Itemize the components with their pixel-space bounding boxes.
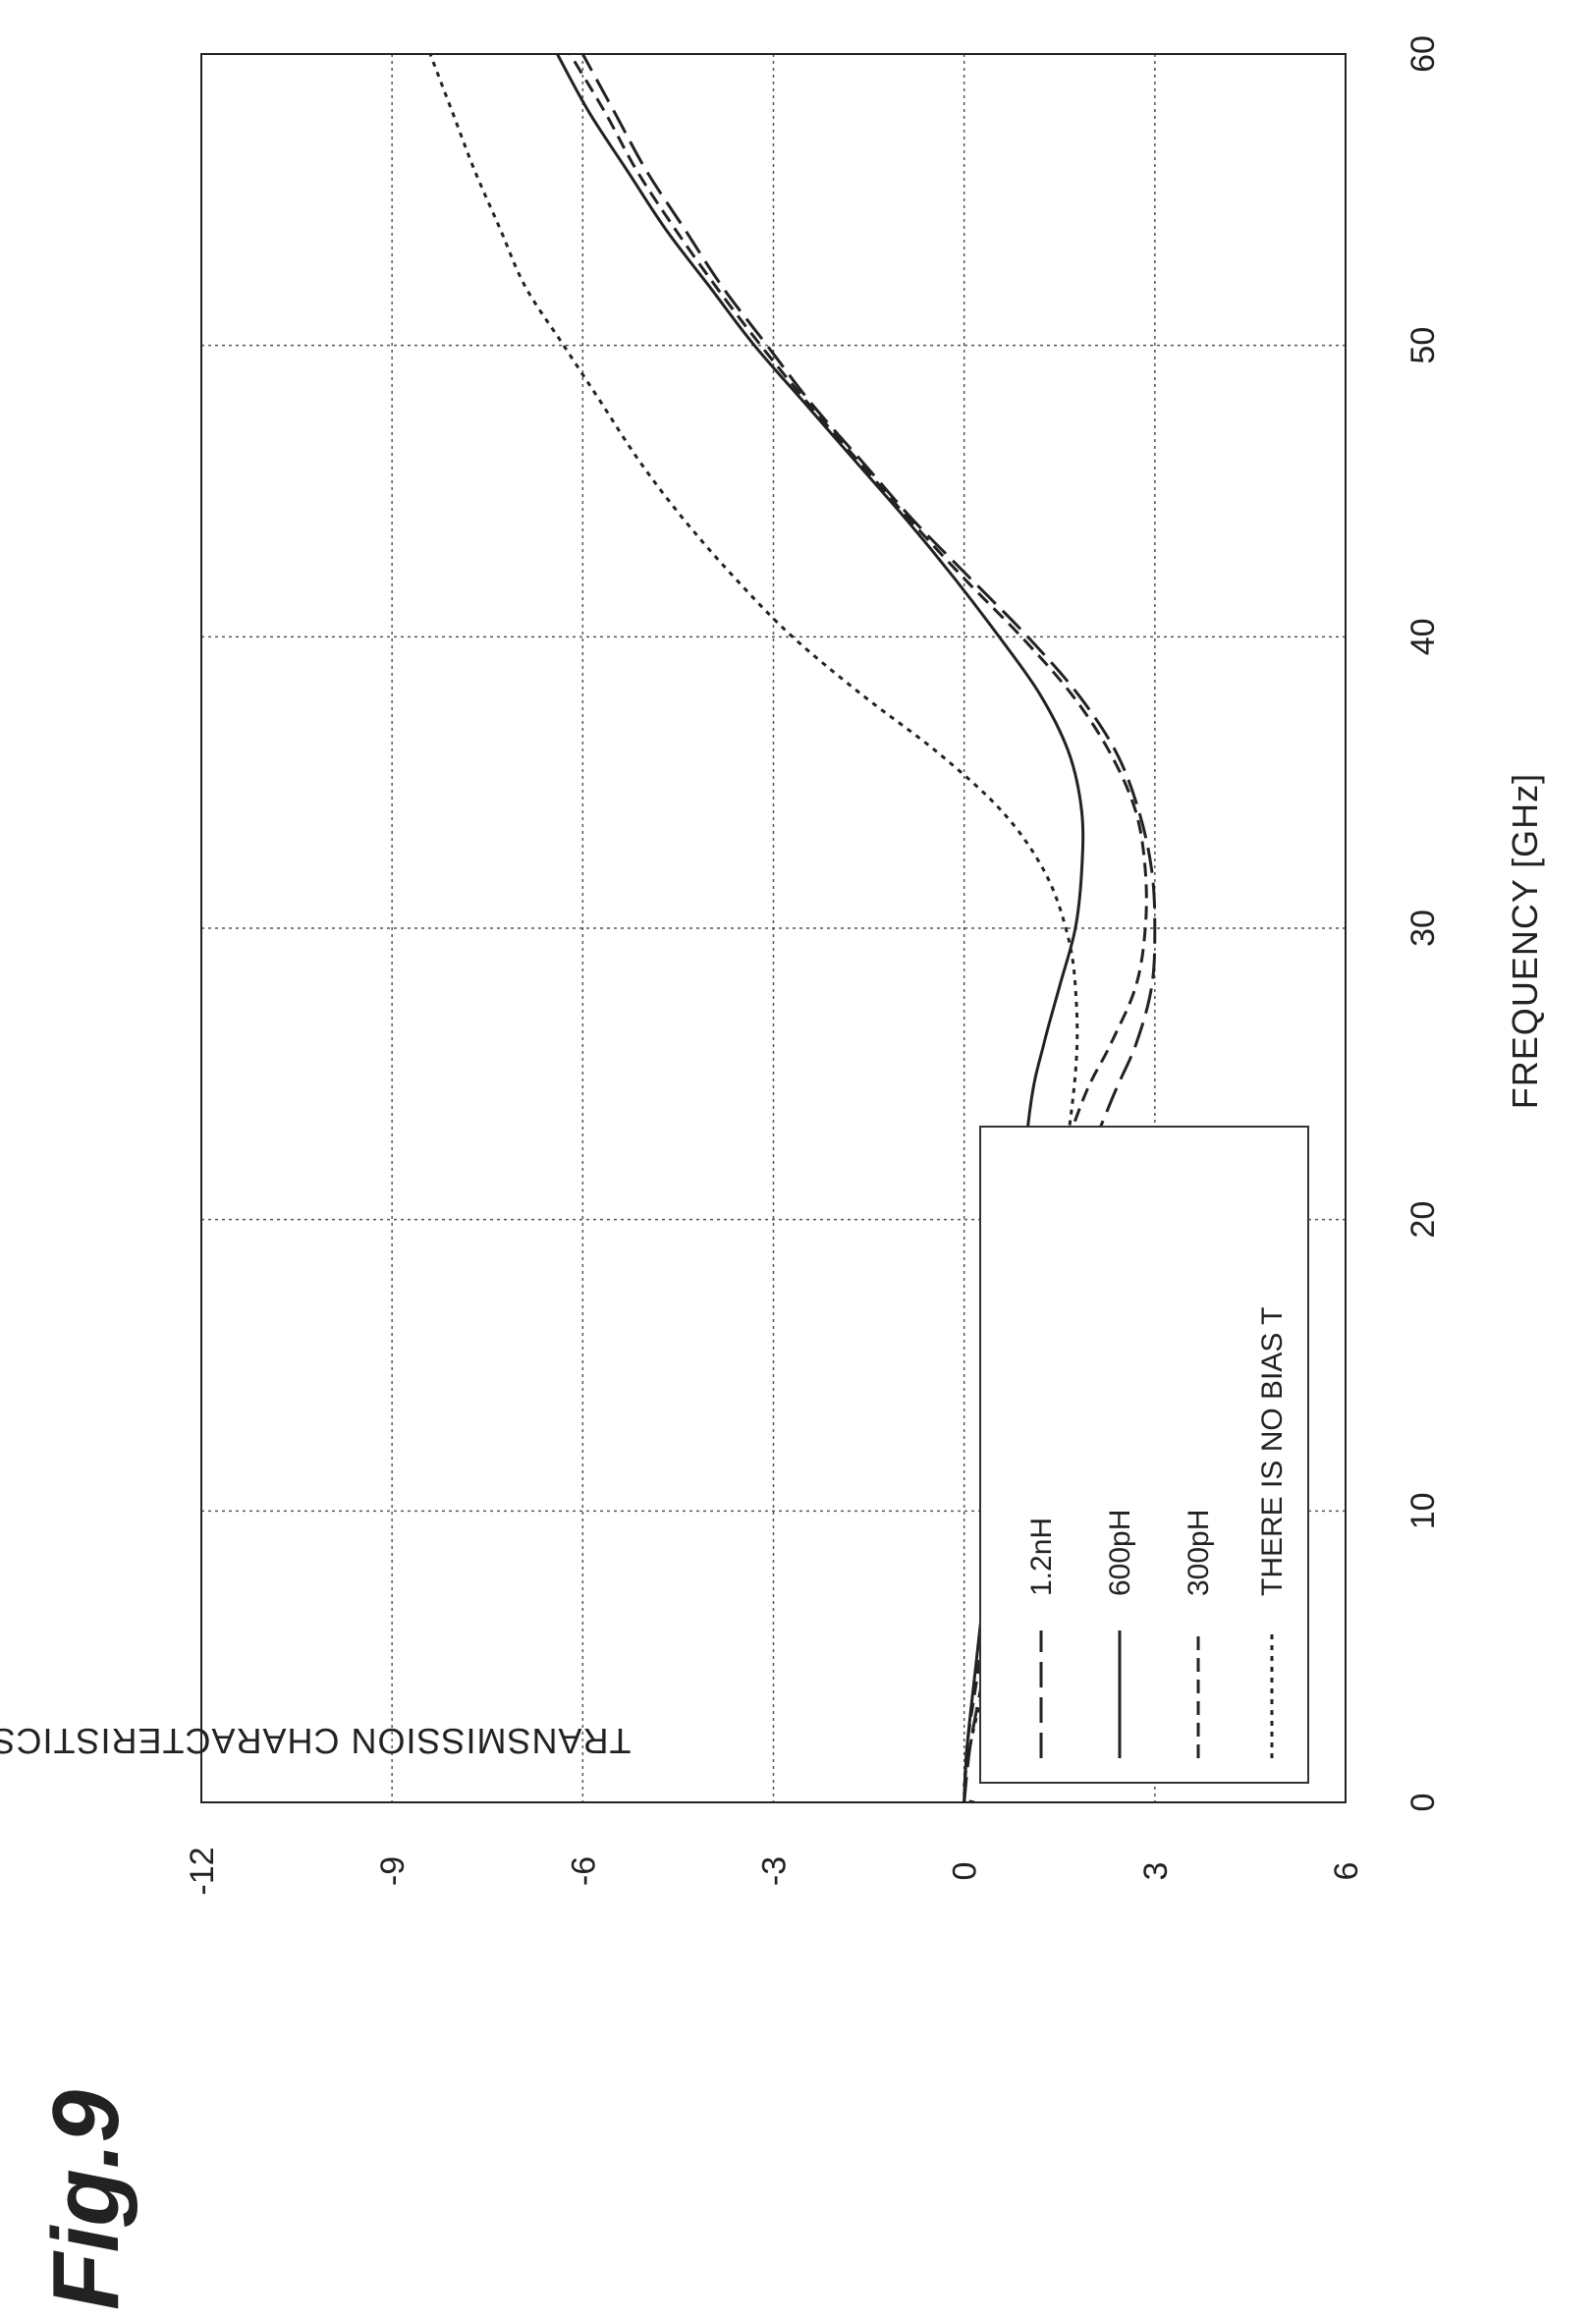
x-axis-title: FREQUENCY [GHz] [1505, 773, 1545, 1109]
plot-frame [200, 53, 1347, 1803]
legend-label-0: 1.2nH [1025, 1518, 1058, 1596]
y-axis-title: TRANSMISSION CHARACTERISTICS (dB) [0, 1721, 632, 1761]
x-tick-label: 60 [1404, 35, 1442, 73]
y-tick-label: 0 [947, 1862, 984, 1881]
x-tick-label: 50 [1404, 327, 1442, 364]
legend-label-2: 300pH [1183, 1510, 1215, 1596]
series-line-0 [580, 53, 1157, 1803]
legend-box [979, 1126, 1309, 1784]
legend-label-3: THERE IS NO BIAS T [1256, 1306, 1289, 1596]
y-tick-label: 6 [1328, 1862, 1365, 1881]
x-tick-label: 20 [1404, 1201, 1442, 1239]
series-line-3 [428, 53, 1079, 1804]
y-tick-label: -9 [374, 1856, 412, 1886]
legend: 1.2nH 600pH 300pH THERE IS NO BIAS T [979, 1126, 1309, 1784]
legend-label-1: 600pH [1104, 1510, 1136, 1596]
x-tick-label: 10 [1404, 1492, 1442, 1529]
figure-label: Fig.9 [33, 2090, 138, 2310]
y-tick-label: 3 [1137, 1862, 1175, 1881]
x-tick-label: 0 [1404, 1794, 1442, 1812]
x-tick-label: 30 [1404, 910, 1442, 947]
y-tick-label: -6 [565, 1856, 602, 1886]
y-tick-label: -3 [756, 1856, 794, 1886]
series-line-2 [569, 53, 1148, 1803]
x-tick-label: 40 [1404, 618, 1442, 655]
y-tick-label: -12 [184, 1847, 221, 1895]
